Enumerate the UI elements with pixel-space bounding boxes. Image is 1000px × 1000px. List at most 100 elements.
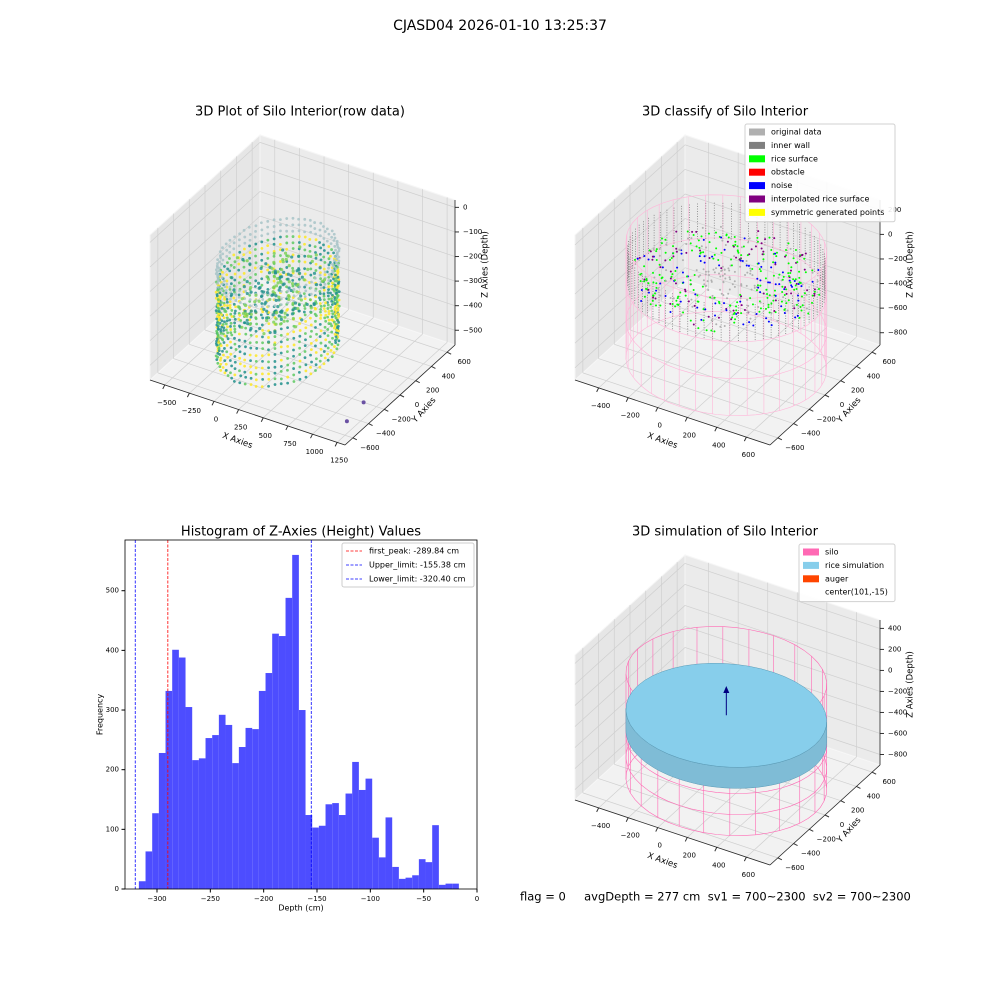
point-cloud [672,297,675,300]
point-cloud [323,309,327,313]
point-cloud [638,256,641,259]
point-cloud [226,374,230,377]
point-cloud [218,260,221,264]
point-cloud [232,296,236,300]
point-cloud [707,315,710,318]
point-cloud [333,244,337,248]
point-cloud [333,308,337,312]
point-cloud [700,245,703,248]
point-cloud [677,295,680,298]
point-cloud [233,367,237,371]
point-cloud [297,241,301,244]
point-cloud [309,267,313,271]
point-cloud [336,271,340,275]
point-cloud [217,310,221,313]
point-cloud [734,240,737,243]
point-cloud [222,301,226,305]
point-cloud [233,309,237,313]
point-cloud [734,243,737,246]
point-cloud [248,276,252,279]
point-cloud [217,269,221,273]
bar [312,827,319,889]
point-cloud [314,351,318,354]
point-cloud [330,342,334,346]
legend-patch [749,168,765,176]
point-cloud [238,301,242,304]
point-cloud [328,261,332,264]
point-cloud [783,288,786,291]
point-cloud [304,338,307,342]
point-cloud [243,339,247,343]
z-tick-label: −200 [463,253,482,261]
grid-line [684,563,881,629]
point-cloud [684,290,687,293]
point-cloud [655,289,658,292]
point-cloud [658,273,661,276]
point-cloud [780,305,783,308]
bar [385,817,393,889]
point-cloud [692,233,695,236]
point-cloud [291,308,295,312]
point-cloud [319,354,323,357]
grid-line [259,142,456,208]
bar [218,714,226,889]
point-cloud [725,233,728,236]
point-cloud [222,353,225,357]
point-cloud [337,312,340,316]
point-cloud [728,276,731,279]
x-tick-label: 0 [475,895,479,903]
point-cloud [337,339,341,343]
outlier [361,400,366,405]
point-cloud [228,251,232,254]
point-cloud [657,287,660,290]
point-cloud [285,247,289,251]
point-cloud [327,318,331,322]
point-cloud [757,306,760,309]
point-cloud [324,313,328,317]
point-cloud [272,254,276,258]
point-cloud [298,353,302,356]
point-cloud [248,238,252,242]
point-cloud [719,225,722,228]
point-cloud [314,269,318,272]
point-cloud [723,302,726,305]
point-cloud [727,236,730,239]
point-cloud [243,352,247,356]
point-cloud [335,269,339,273]
point-cloud [322,298,326,302]
point-cloud [753,284,756,287]
point-cloud [710,319,713,322]
point-cloud [315,332,318,336]
point-cloud [226,267,230,271]
bar [332,803,339,889]
point-cloud [767,303,770,306]
point-cloud [216,355,220,359]
point-cloud [220,306,224,310]
point-cloud [652,294,655,297]
point-cloud [793,279,796,282]
point-cloud [223,265,226,268]
point-cloud [286,350,289,353]
point-cloud [272,275,277,279]
point-cloud [711,294,714,297]
grid-line [259,166,456,233]
point-cloud [285,241,289,245]
point-cloud [318,322,322,326]
z-axis-label: Z Axies (Depth) [906,231,916,298]
point-cloud [813,288,816,291]
point-cloud [796,294,799,297]
legend-label: center(101,-15) [825,588,888,597]
point-cloud [283,315,287,319]
point-cloud [254,354,258,358]
point-cloud [658,254,661,257]
bar [272,633,279,889]
tick [824,394,830,398]
point-cloud [685,243,688,246]
point-cloud [725,309,728,312]
point-cloud [675,230,678,233]
bar [345,793,353,889]
point-cloud [336,343,340,347]
tick [777,437,783,441]
bar [405,877,413,889]
point-cloud [734,318,737,321]
